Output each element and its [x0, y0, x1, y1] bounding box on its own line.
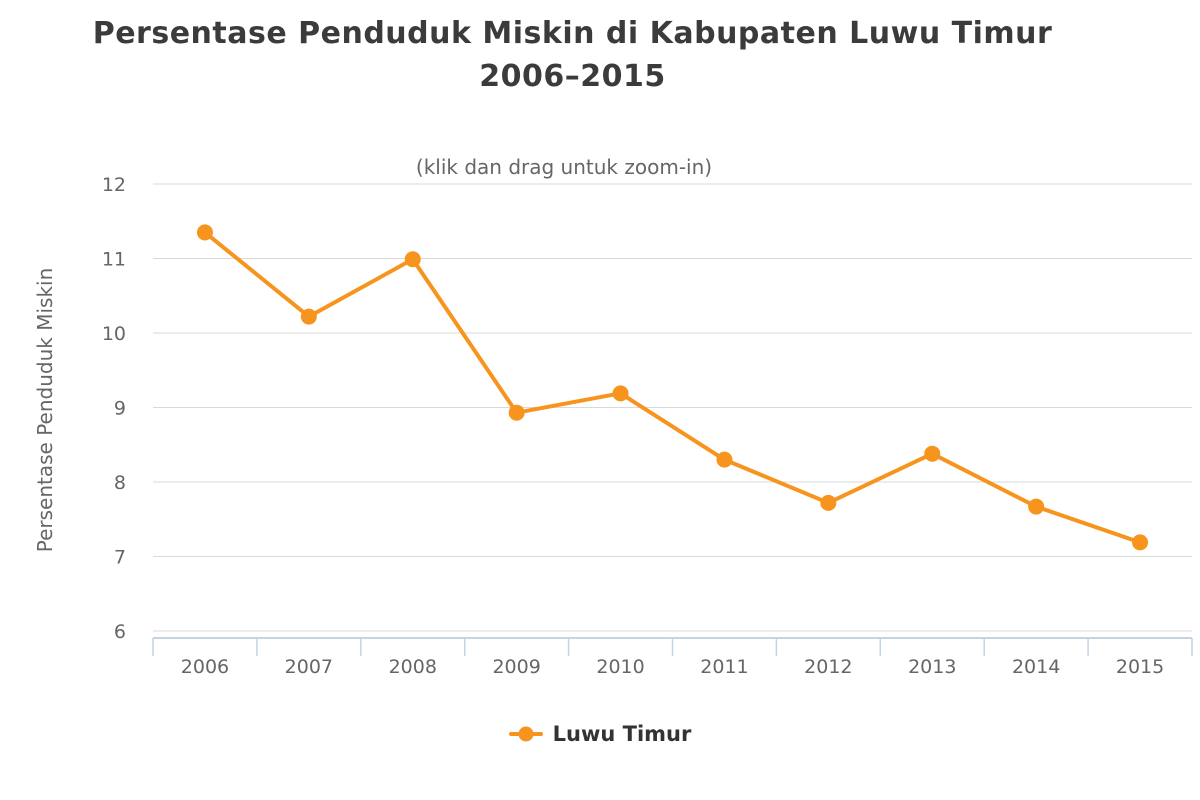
data-point-2011[interactable] — [716, 451, 733, 468]
series-group — [196, 224, 1149, 551]
chart-title-line2: 2006–2015 — [479, 59, 666, 94]
x-tick-label-2007: 2007 — [285, 656, 333, 678]
y-tick-label-12: 12 — [102, 174, 126, 196]
axis-labels-group: 6 7 8 9 10 11 12 2006 2007 2008 2009 2010 2011 2012 20… — [102, 174, 1164, 678]
legend-dot-icon — [518, 726, 534, 742]
y-axis-title: Persentase Penduduk Miskin — [33, 268, 57, 553]
chart-title-line1: Persentase Penduduk Miskin di Kabupaten … — [92, 16, 1053, 51]
series-line-luwu-timur — [202, 230, 1143, 545]
legend-item-luwu-timur[interactable]: Luwu Timur — [508, 722, 692, 746]
data-point-2009[interactable] — [508, 404, 525, 421]
y-tick-label-7: 7 — [114, 547, 126, 569]
chart-subtitle: (klik dan drag untuk zoom-in) — [415, 155, 713, 179]
x-tick-label-2006: 2006 — [181, 656, 229, 678]
x-tick-label-2015: 2015 — [1116, 656, 1164, 678]
data-point-2006[interactable] — [196, 224, 213, 241]
data-point-2010[interactable] — [612, 385, 629, 402]
x-tick-label-2014: 2014 — [1012, 656, 1060, 678]
chart-title: Persentase Penduduk Miskin di Kabupaten … — [0, 12, 1145, 98]
y-tick-label-6: 6 — [114, 621, 126, 643]
data-point-2012[interactable] — [820, 494, 837, 511]
data-point-2007[interactable] — [300, 308, 317, 325]
x-tick-label-2009: 2009 — [492, 656, 540, 678]
data-point-2008[interactable] — [404, 251, 421, 268]
x-tick-label-2012: 2012 — [804, 656, 852, 678]
y-tick-label-8: 8 — [114, 472, 126, 494]
x-tick-label-2013: 2013 — [908, 656, 956, 678]
y-tick-label-10: 10 — [102, 323, 126, 345]
y-tick-label-9: 9 — [114, 398, 126, 420]
plot-area[interactable] — [153, 168, 1192, 638]
legend-label: Luwu Timur — [552, 722, 692, 746]
gridlines-group — [153, 183, 1192, 632]
data-point-2013[interactable] — [924, 445, 941, 462]
x-tick-label-2008: 2008 — [389, 656, 437, 678]
axis-group — [152, 637, 1193, 656]
x-tick-label-2011: 2011 — [700, 656, 748, 678]
data-point-2015[interactable] — [1132, 534, 1149, 551]
legend: Luwu Timur — [0, 722, 1200, 746]
x-tick-label-2010: 2010 — [596, 656, 644, 678]
data-point-2014[interactable] — [1028, 498, 1045, 515]
legend-line-dot-marker — [508, 726, 543, 742]
y-tick-label-11: 11 — [102, 249, 126, 271]
